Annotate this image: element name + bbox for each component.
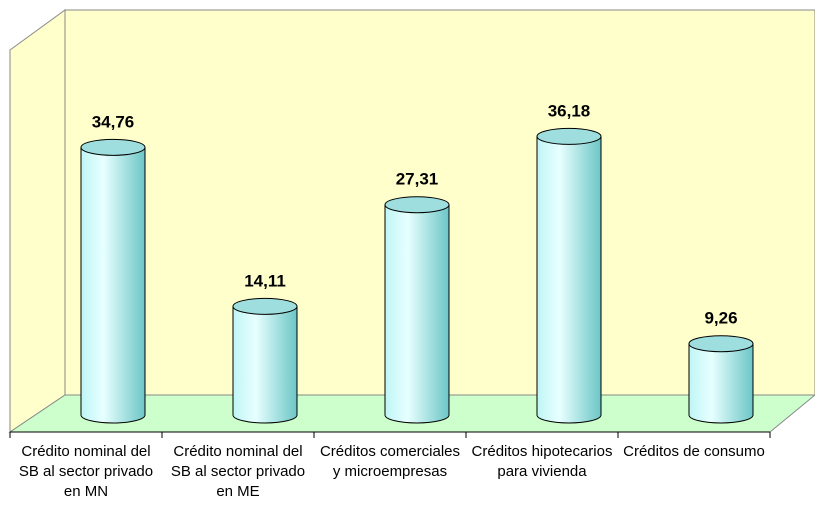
x-tick-label: Créditos hipotecarios para vivienda: [471, 443, 613, 480]
cylinder: [80, 138, 146, 424]
cylinder-top: [80, 138, 146, 156]
cylinder-top: [232, 297, 298, 315]
cylinder-body: [536, 135, 602, 424]
cylinder-body: [232, 305, 298, 424]
x-tick-label: Crédito nominal del SB al sector privado…: [170, 443, 306, 500]
cylinder-body: [688, 343, 754, 424]
value-label: 9,26: [704, 309, 737, 328]
value-label: 14,11: [244, 271, 286, 290]
cylinder: [384, 196, 450, 424]
value-label: 27,31: [396, 170, 439, 189]
cylinder: [232, 297, 298, 424]
cylinder: [536, 127, 602, 424]
cylinder-body: [384, 204, 450, 424]
x-tick-label: Crédito nominal del SB al sector privado…: [18, 443, 154, 500]
x-tick-label: Créditos comerciales y microempresas: [319, 443, 461, 480]
x-tick-label: Créditos de consumo: [623, 443, 765, 460]
cylinder-top: [536, 127, 602, 145]
cylinder-top: [688, 335, 754, 353]
cylinder-top: [384, 196, 450, 214]
cylinder-body: [80, 146, 146, 424]
value-label: 34,76: [92, 112, 135, 131]
value-label: 36,18: [548, 101, 591, 120]
cylinder: [688, 335, 754, 424]
side-wall: [9, 9, 66, 433]
